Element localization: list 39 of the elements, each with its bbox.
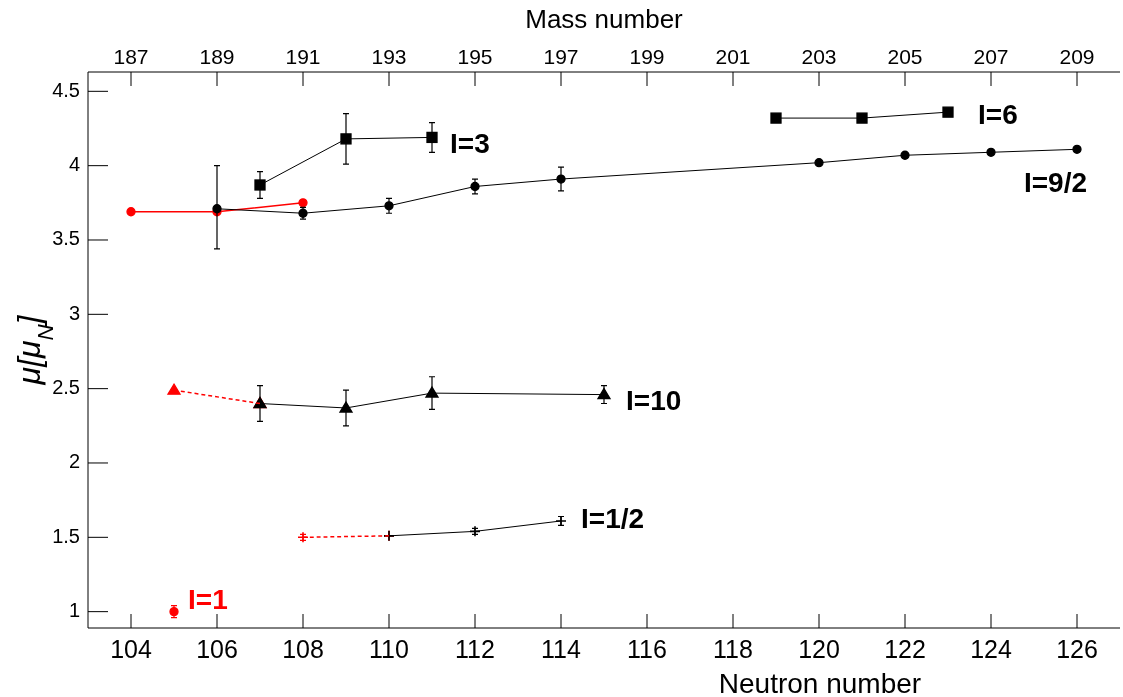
series-label: I=1 [188,584,228,616]
y-tick-label: 4 [68,152,80,175]
x-axis-title: Neutron number [718,668,922,697]
x2-tick-label: 189 [199,45,235,68]
x-tick-label: 116 [627,635,667,663]
x-tick-label: 118 [713,635,753,663]
x2-tick-label: 191 [285,45,321,68]
x2-tick-label: 203 [801,45,837,68]
legend-label: I=6 [978,98,1018,130]
x-tick-label: 124 [970,635,1012,663]
series-label: I=9/2 [1023,166,1087,198]
y-tick-label: 1.5 [52,524,80,547]
y-tick-label: 3.5 [52,227,80,250]
x-tick-label: 112 [455,635,495,663]
x-tick-label: 114 [541,635,582,663]
x2-tick-label: 205 [887,45,923,68]
y-tick-label: 3 [68,301,80,324]
x-tick-label: 104 [110,635,152,663]
x2-tick-label: 193 [371,45,407,68]
y-tick-label: 4.5 [52,78,80,101]
x2-tick-label: 197 [543,45,579,68]
x2-tick-label: 207 [973,45,1009,68]
x2-tick-label: 199 [629,45,665,68]
series-label: I=3 [450,127,490,159]
x-tick-label: 122 [884,635,926,663]
series-label: I=1/2 [581,503,645,535]
x2-tick-label: 195 [457,45,493,68]
x-tick-label: 108 [282,635,324,663]
x2-tick-label: 209 [1059,45,1095,68]
x2-tick-label: 201 [715,45,751,68]
series-label: I=10 [626,384,682,416]
x-tick-label: 110 [369,635,409,663]
y-tick-label: 1 [68,598,80,621]
x-tick-label: 106 [196,635,238,663]
x2-tick-label: 187 [113,45,149,68]
y-tick-label: 2 [68,450,80,473]
x-tick-label: 126 [1056,635,1098,663]
x-tick-label: 120 [798,635,840,663]
x2-axis-title: Mass number [525,4,684,34]
